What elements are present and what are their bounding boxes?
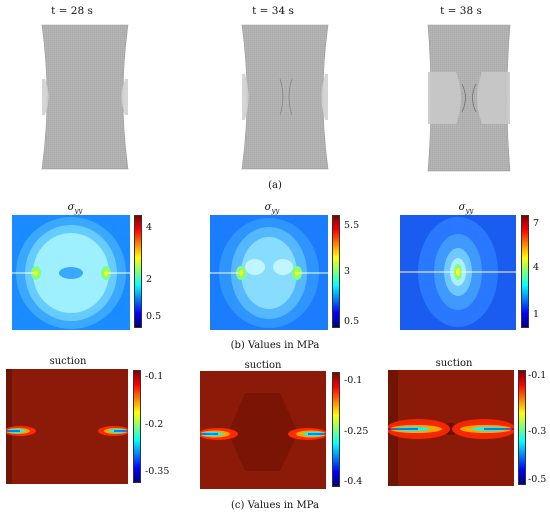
sigma-cb3-tick-top: 7 (533, 218, 540, 229)
suction-cb2-tick-bot: -0.4 (344, 476, 363, 487)
suction-colorbar-1 (133, 370, 141, 483)
suction-title-2: suction (244, 360, 282, 371)
sigma-plot-38s (400, 215, 516, 330)
suction-plot-38s (388, 370, 514, 486)
caption-c: (c) Values in MPa (230, 500, 319, 511)
suction-cb3-tick-bot: -0.5 (528, 474, 547, 485)
suction-cb1-tick-bot: -0.35 (145, 466, 170, 477)
sigma-title-2: σyy (264, 202, 280, 215)
suction-title-3: suction (435, 358, 473, 369)
sigma-plot-34s (210, 215, 328, 330)
sigma-cb3-tick-bot: 1 (533, 309, 540, 320)
suction-plot-34s (200, 371, 326, 489)
mesh-38s (427, 24, 511, 172)
suction-cb1-tick-mid: -0.2 (145, 419, 164, 430)
mesh-28s (41, 24, 129, 170)
sigma-cb2-tick-top: 5.5 (344, 220, 360, 231)
suction-cb1-tick-top: -0.1 (145, 371, 164, 382)
suction-cb3-tick-top: -0.1 (528, 370, 547, 381)
suction-colorbar-3 (518, 370, 526, 485)
mesh-34s (241, 24, 329, 170)
sigma-cb1-tick-mid: 2 (146, 274, 153, 285)
mesh-title-2: t = 34 s (252, 5, 294, 17)
sigma-colorbar-2 (332, 215, 340, 328)
sigma-cb2-tick-bot: 0.5 (344, 316, 360, 327)
caption-a: (a) (268, 180, 282, 191)
sigma-title-3: σyy (458, 202, 474, 215)
sigma-cb2-tick-mid: 3 (344, 266, 351, 277)
sigma-colorbar-1 (134, 215, 142, 328)
suction-cb3-tick-mid: -0.3 (528, 426, 547, 437)
suction-cb2-tick-mid: -0.25 (344, 426, 369, 437)
sigma-cb3-tick-mid: 4 (533, 262, 540, 273)
sigma-cb1-tick-bot: 0.5 (146, 311, 162, 322)
caption-b: (b) Values in MPa (230, 340, 320, 351)
sigma-title-1: σyy (67, 202, 83, 215)
mesh-title-3: t = 38 s (440, 5, 482, 17)
suction-title-1: suction (49, 356, 87, 367)
suction-plot-28s (6, 369, 128, 484)
mesh-title-1: t = 28 s (51, 5, 93, 17)
sigma-plot-28s (12, 215, 130, 330)
sigma-colorbar-3 (521, 215, 529, 328)
sigma-cb1-tick-top: 4 (146, 222, 153, 233)
suction-cb2-tick-top: -0.1 (344, 375, 363, 386)
suction-colorbar-2 (332, 372, 340, 487)
